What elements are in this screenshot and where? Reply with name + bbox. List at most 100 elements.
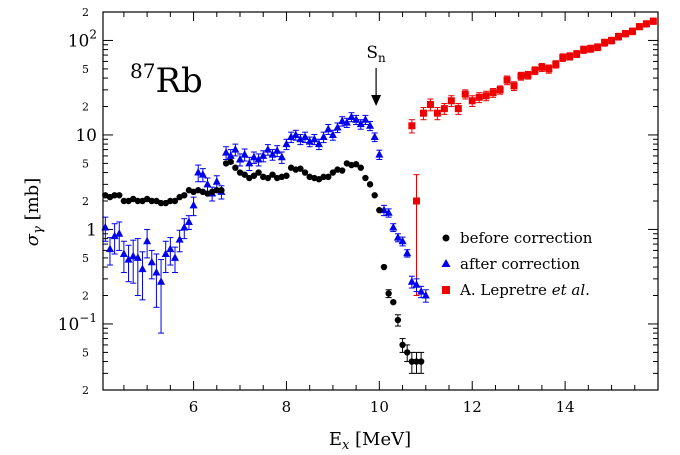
data-point xyxy=(552,60,560,68)
data-point xyxy=(433,109,441,117)
data-point xyxy=(385,290,392,297)
data-point xyxy=(314,139,323,148)
data-point xyxy=(403,248,412,257)
data-point xyxy=(338,167,346,174)
data-point xyxy=(417,358,425,365)
y-minor-tick-label: 2 xyxy=(82,195,89,208)
data-point xyxy=(510,82,518,90)
data-point xyxy=(489,89,497,97)
data-point xyxy=(301,132,310,141)
data-point xyxy=(245,158,254,167)
data-point xyxy=(419,109,427,117)
data-point xyxy=(362,174,369,182)
data-point xyxy=(170,253,179,261)
data-point xyxy=(119,249,128,257)
data-point xyxy=(524,71,532,79)
data-point xyxy=(475,93,483,101)
data-point xyxy=(447,97,455,105)
data-point xyxy=(642,20,650,28)
data-point xyxy=(232,164,239,171)
data-point xyxy=(347,112,356,120)
data-point xyxy=(250,172,258,179)
data-point xyxy=(124,255,133,263)
data-point xyxy=(621,30,629,38)
data-point xyxy=(398,236,407,245)
data-point xyxy=(143,236,152,245)
data-series xyxy=(101,17,657,374)
data-point xyxy=(111,192,118,199)
data-point xyxy=(454,105,462,113)
legend-marker xyxy=(442,234,450,242)
data-point xyxy=(440,105,448,113)
data-point xyxy=(407,277,416,285)
y-major-tick-label: 10−1 xyxy=(58,311,97,335)
data-point xyxy=(649,17,657,25)
data-point xyxy=(356,119,365,128)
data-point xyxy=(134,197,142,205)
data-point xyxy=(601,39,609,47)
data-point xyxy=(282,139,291,148)
data-point xyxy=(264,174,272,182)
data-point xyxy=(180,222,189,231)
y-minor-tick-label: 2 xyxy=(82,384,89,397)
x-tick-label: 6 xyxy=(189,398,199,416)
data-point xyxy=(587,45,595,53)
data-point xyxy=(342,118,351,126)
data-point xyxy=(408,122,416,130)
separation-energy-annotation: Sn xyxy=(366,43,386,106)
annotation-arrow-head xyxy=(371,95,382,106)
data-point xyxy=(384,208,393,216)
data-point xyxy=(184,217,193,225)
y-minor-tick-label: 2 xyxy=(82,6,89,19)
series-0 xyxy=(102,158,425,374)
data-point xyxy=(152,268,161,276)
data-point xyxy=(394,316,402,324)
data-point xyxy=(120,197,128,205)
data-point xyxy=(175,235,184,243)
data-point xyxy=(115,229,124,237)
data-point xyxy=(635,23,643,31)
data-point xyxy=(240,150,249,158)
data-point xyxy=(390,298,397,306)
legend-label: after correction xyxy=(460,255,580,273)
data-point xyxy=(255,169,262,176)
data-point xyxy=(305,137,314,145)
isotope-label: 87Rb xyxy=(130,59,203,101)
data-point xyxy=(608,36,616,44)
data-point xyxy=(161,249,170,257)
legend-label: before correction xyxy=(460,229,593,247)
data-point xyxy=(380,263,388,271)
data-point xyxy=(408,358,416,365)
data-point xyxy=(352,161,360,168)
data-point xyxy=(287,132,296,141)
annotation-sub: n xyxy=(378,51,386,65)
data-point xyxy=(389,222,398,231)
data-point xyxy=(277,152,286,161)
data-point xyxy=(227,158,234,165)
data-point xyxy=(189,200,198,209)
data-point xyxy=(301,169,309,176)
data-point xyxy=(218,187,225,194)
data-point xyxy=(296,134,305,143)
data-point xyxy=(566,52,574,60)
data-point xyxy=(370,132,379,141)
data-point xyxy=(461,90,469,98)
data-point xyxy=(203,179,212,188)
data-point xyxy=(249,152,258,161)
data-point xyxy=(545,65,553,73)
data-point xyxy=(181,192,188,199)
data-point xyxy=(263,145,272,153)
data-point xyxy=(129,251,138,260)
data-point xyxy=(324,124,333,133)
y-minor-tick-label: 5 xyxy=(82,157,89,170)
data-point xyxy=(194,168,203,176)
data-point xyxy=(352,115,361,123)
data-point xyxy=(157,277,166,285)
data-point xyxy=(366,181,374,188)
data-point xyxy=(147,257,156,266)
data-point xyxy=(105,244,114,253)
data-point xyxy=(580,46,588,54)
y-axis-label: σγ [mb] xyxy=(22,178,46,246)
data-point xyxy=(413,358,420,365)
